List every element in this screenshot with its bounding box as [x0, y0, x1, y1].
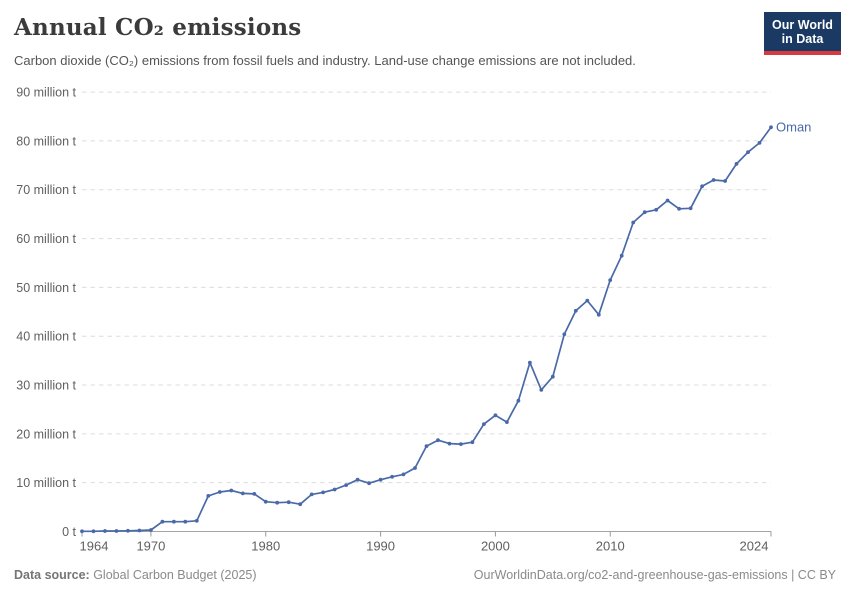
y-tick-label: 70 million t — [16, 183, 76, 197]
y-tick-label: 10 million t — [16, 476, 76, 490]
data-point[interactable] — [298, 502, 303, 507]
data-point[interactable] — [91, 529, 96, 534]
data-point[interactable] — [493, 413, 498, 418]
data-point[interactable] — [596, 312, 601, 317]
emissions-line[interactable] — [81, 126, 772, 533]
y-tick-label: 90 million t — [16, 86, 76, 100]
data-point[interactable] — [665, 198, 670, 203]
data-point[interactable] — [390, 474, 394, 479]
owid-logo-line2: in Data — [781, 32, 824, 46]
data-point[interactable] — [160, 519, 165, 524]
data-point[interactable] — [344, 483, 348, 487]
data-point[interactable] — [608, 278, 613, 282]
data-point[interactable] — [562, 332, 567, 337]
data-point[interactable] — [275, 500, 280, 505]
data-source: Data source: Global Carbon Budget (2025) — [14, 568, 257, 582]
data-point[interactable] — [619, 253, 624, 258]
line-chart[interactable]: 0 t 10 million t 20 million t 30 million t 4… — [0, 80, 850, 558]
data-point[interactable] — [528, 360, 532, 365]
data-point[interactable] — [516, 398, 521, 403]
data-point[interactable] — [585, 298, 590, 303]
data-point[interactable] — [550, 374, 555, 379]
x-tick-label: 2024 — [740, 539, 769, 554]
data-source-value: Global Carbon Budget (2025) — [89, 568, 257, 582]
data-point[interactable] — [631, 220, 636, 225]
data-point[interactable] — [539, 388, 544, 392]
x-tick-label: 2010 — [596, 539, 625, 554]
data-point[interactable] — [482, 422, 486, 426]
data-point[interactable] — [309, 492, 314, 497]
data-point[interactable] — [505, 420, 509, 424]
data-point[interactable] — [321, 490, 325, 495]
data-point[interactable] — [332, 487, 337, 492]
data-point[interactable] — [126, 528, 130, 533]
data-point[interactable] — [424, 444, 429, 448]
y-tick-label: 0 t — [62, 525, 76, 539]
data-point[interactable] — [137, 528, 142, 533]
footer-link[interactable]: OurWorldinData.org/co2-and-greenhouse-ga… — [473, 568, 836, 582]
data-point[interactable] — [757, 141, 762, 145]
data-point[interactable] — [378, 477, 383, 482]
owid-logo[interactable]: Our World in Data — [764, 12, 841, 55]
data-point[interactable] — [642, 210, 647, 215]
data-point[interactable] — [206, 494, 211, 498]
data-point[interactable] — [677, 206, 681, 211]
data-point[interactable] — [700, 184, 704, 189]
y-tick-label: 20 million t — [16, 427, 76, 441]
owid-logo-line1: Our World — [772, 18, 833, 32]
data-point[interactable] — [114, 529, 119, 533]
data-source-label: Data source: — [14, 568, 90, 582]
data-point[interactable] — [711, 178, 716, 182]
data-point[interactable] — [436, 438, 440, 443]
data-point[interactable] — [149, 528, 153, 532]
data-point[interactable] — [734, 162, 739, 166]
data-point[interactable] — [80, 529, 84, 534]
data-point[interactable] — [194, 518, 199, 523]
data-point[interactable] — [172, 519, 176, 524]
data-point[interactable] — [654, 207, 659, 212]
x-tick-label: 2000 — [481, 539, 510, 554]
data-point[interactable] — [746, 150, 750, 155]
data-point[interactable] — [229, 488, 234, 493]
y-tick-label: 60 million t — [16, 232, 76, 246]
y-tick-label: 40 million t — [16, 330, 76, 344]
chart-title: Annual CO₂ emissions — [14, 14, 302, 41]
data-point[interactable] — [103, 529, 107, 533]
data-point[interactable] — [367, 481, 371, 486]
data-point[interactable] — [252, 492, 257, 496]
data-point[interactable] — [573, 308, 578, 313]
data-point[interactable] — [769, 125, 773, 130]
x-tick-label: 1990 — [366, 539, 395, 554]
data-point[interactable] — [286, 500, 291, 505]
x-tick-label: 1970 — [136, 539, 165, 554]
data-point[interactable] — [723, 179, 727, 183]
data-point[interactable] — [183, 519, 188, 524]
chart-subtitle: Carbon dioxide (CO₂) emissions from foss… — [14, 53, 636, 68]
data-point[interactable] — [470, 440, 475, 445]
data-point[interactable] — [688, 206, 693, 211]
x-tick-label: 1964 — [80, 539, 109, 554]
x-tick-label: 1980 — [251, 539, 280, 554]
y-tick-label: 30 million t — [16, 379, 76, 393]
y-tick-label: 50 million t — [16, 281, 76, 295]
data-point[interactable] — [459, 442, 463, 446]
data-point[interactable] — [401, 472, 406, 477]
data-point[interactable] — [355, 477, 360, 482]
data-point[interactable] — [447, 441, 452, 446]
data-point[interactable] — [240, 491, 245, 496]
data-point[interactable] — [263, 499, 268, 504]
data-point[interactable] — [217, 490, 222, 494]
data-point[interactable] — [413, 466, 417, 470]
series-end-label[interactable]: Oman — [776, 119, 811, 134]
y-tick-label: 80 million t — [16, 134, 76, 148]
